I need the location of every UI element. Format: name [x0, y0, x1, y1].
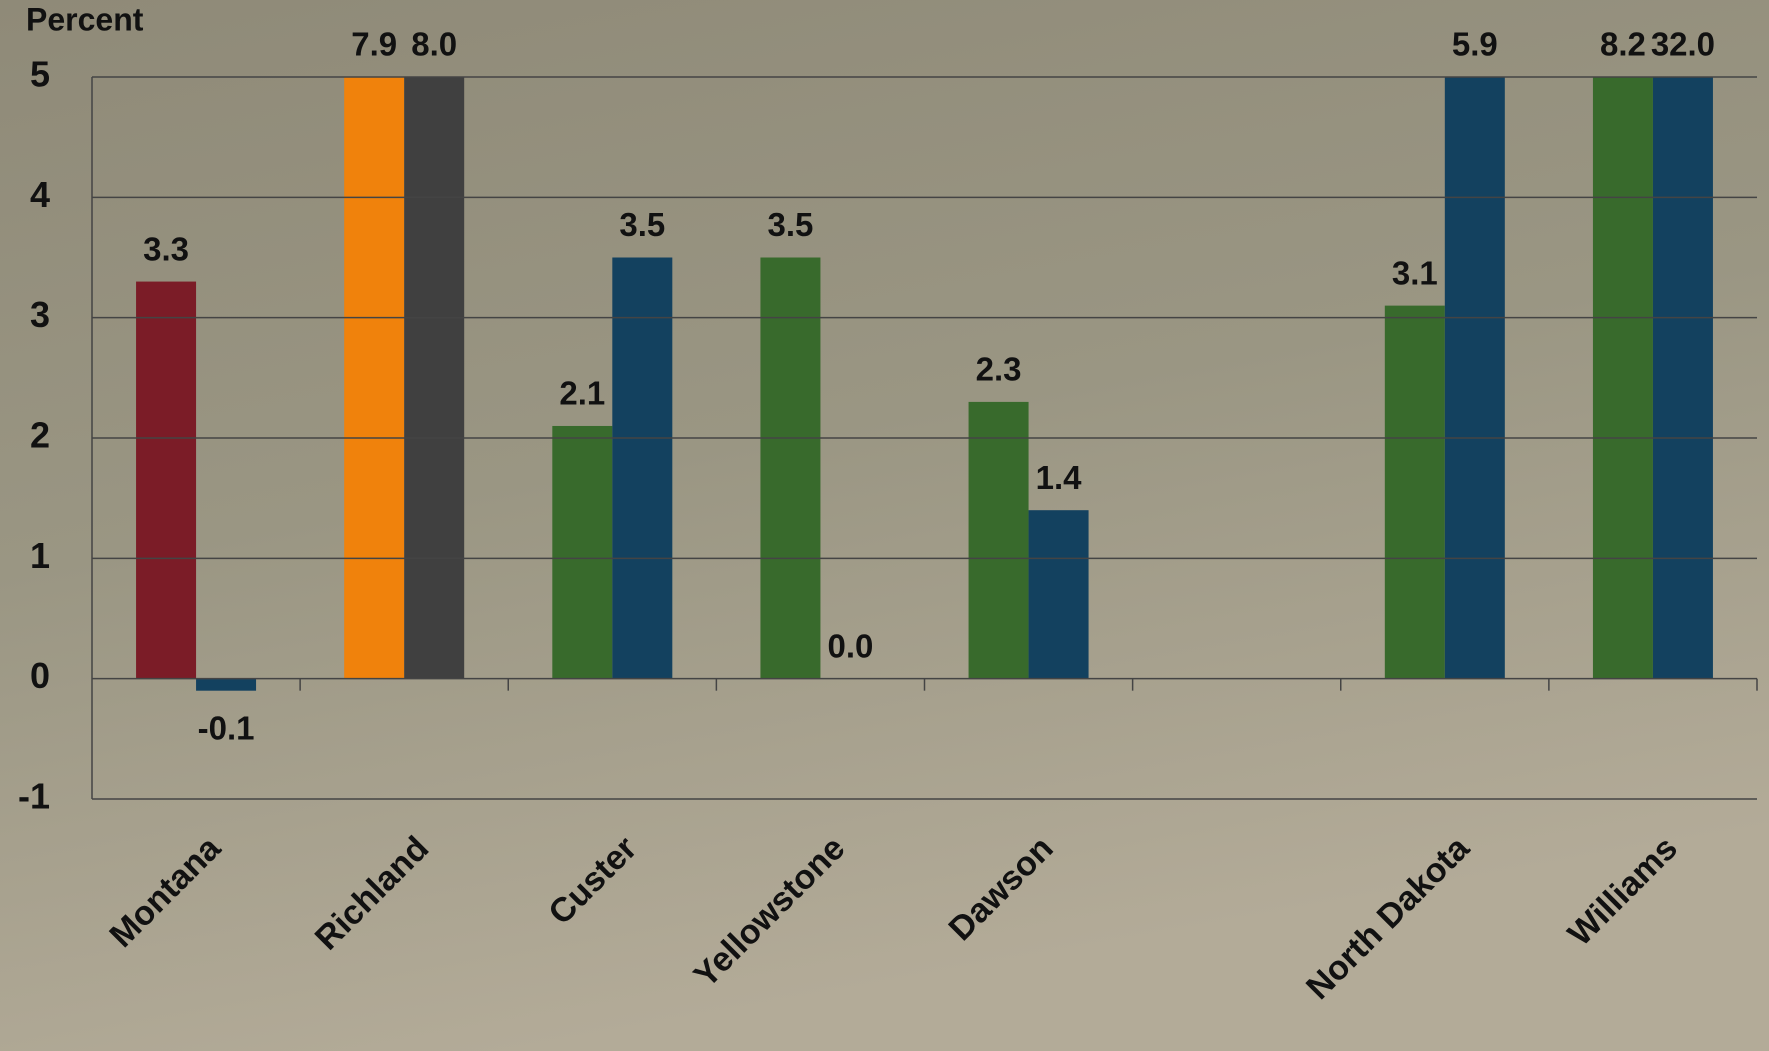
bar [1384, 305, 1445, 679]
value-label: 7.9 [351, 26, 397, 63]
bar [136, 281, 197, 679]
value-label: 2.3 [976, 351, 1022, 388]
bar [552, 425, 613, 679]
y-tick-label: -1 [18, 776, 50, 817]
plot-area [136, 77, 1713, 691]
value-label: 3.3 [143, 230, 189, 267]
value-label: 32.0 [1651, 26, 1715, 63]
y-tick-label: 5 [30, 54, 50, 95]
y-tick-label: 4 [30, 174, 50, 215]
bar [196, 678, 257, 691]
bar [1592, 77, 1653, 679]
bar [760, 257, 821, 679]
bar [612, 257, 673, 679]
value-label: 2.1 [559, 375, 605, 412]
value-label: 3.1 [1392, 254, 1438, 291]
value-label: 5.9 [1452, 26, 1498, 63]
value-label: 8.2 [1600, 26, 1646, 63]
bar [404, 77, 465, 679]
y-axis-label: Percent [26, 1, 144, 37]
y-tick-label: 0 [30, 655, 50, 696]
bar [968, 401, 1029, 679]
value-label: 3.5 [619, 206, 665, 243]
value-label: 1.4 [1036, 459, 1083, 496]
bar [1652, 77, 1713, 679]
y-tick-label: 3 [30, 294, 50, 335]
value-label: 0.0 [828, 627, 874, 664]
value-label: 3.5 [768, 206, 814, 243]
bar [1444, 77, 1505, 679]
y-tick-label: 2 [30, 415, 50, 456]
bar [1028, 510, 1089, 679]
y-tick-label: 1 [30, 535, 50, 576]
bar [344, 77, 405, 679]
value-label: 8.0 [411, 26, 457, 63]
value-label: -0.1 [198, 709, 255, 746]
